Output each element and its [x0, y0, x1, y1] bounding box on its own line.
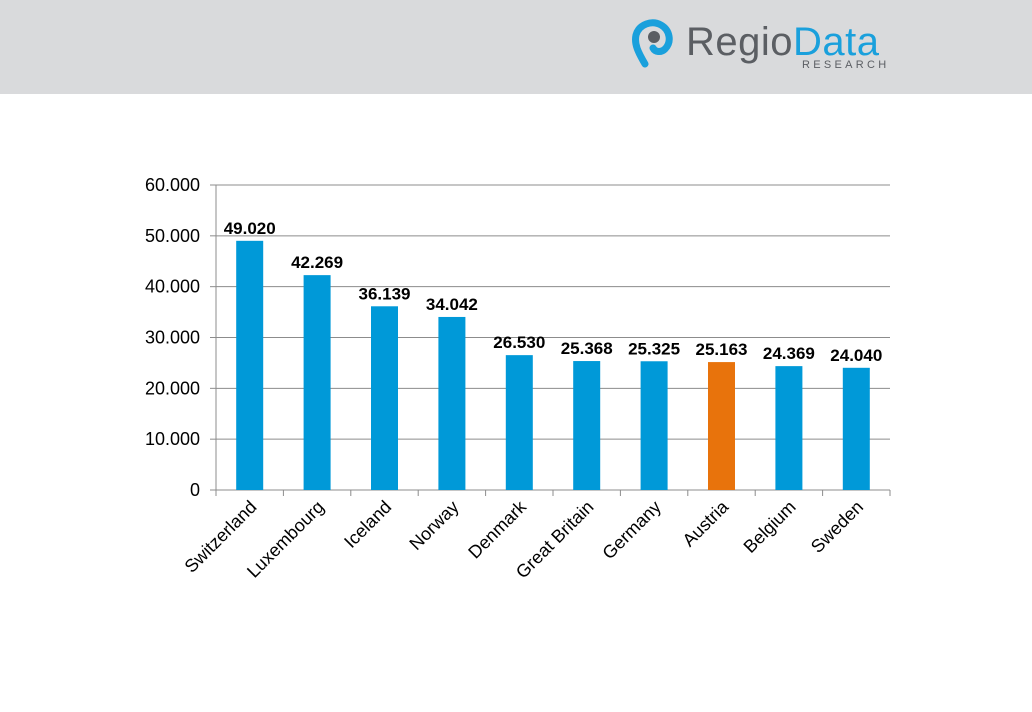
y-tick-label: 10.000: [145, 429, 200, 449]
y-tick-label: 20.000: [145, 378, 200, 398]
y-tick-label: 60.000: [145, 175, 200, 195]
bar: [303, 275, 331, 490]
logo-word-data: Data: [793, 20, 880, 64]
bar: [371, 306, 398, 490]
map-pin-icon: [632, 19, 673, 68]
data-label: 25.163: [696, 340, 748, 359]
bar: [640, 361, 668, 490]
data-label: 26.530: [493, 333, 545, 352]
data-label: 36.139: [359, 284, 411, 303]
logo-word-regio: Regio: [686, 20, 794, 64]
header-band: RegioData RESEARCH: [0, 0, 1032, 94]
category-label: Belgium: [740, 497, 800, 557]
bar: [775, 366, 803, 490]
y-tick-label: 30.000: [145, 328, 200, 348]
data-label: 24.369: [763, 344, 815, 363]
bar: [573, 361, 601, 490]
bar: [842, 367, 870, 490]
logo-wordmark: RegioData: [686, 20, 880, 64]
category-label: Austria: [679, 496, 733, 550]
data-label: 34.042: [426, 295, 478, 314]
data-label: 42.269: [291, 253, 343, 272]
data-label: 25.325: [628, 339, 680, 358]
data-label: 25.368: [561, 339, 613, 358]
category-label: Iceland: [340, 497, 395, 552]
bar: [505, 355, 533, 490]
bar: [708, 362, 735, 490]
bar: [438, 316, 466, 490]
bar: [236, 240, 264, 490]
category-label: Norway: [405, 497, 462, 554]
y-tick-label: 40.000: [145, 277, 200, 297]
y-tick-label: 50.000: [145, 226, 200, 246]
category-label: Denmark: [464, 496, 530, 562]
logo-tagline: RESEARCH: [802, 59, 890, 71]
category-label: Sweden: [807, 497, 867, 557]
y-tick-label: 0: [190, 480, 200, 500]
regiodata-logo: RegioData RESEARCH: [632, 16, 902, 76]
data-label: 49.020: [224, 219, 276, 238]
category-label: Germany: [598, 497, 664, 563]
data-label: 24.040: [830, 346, 882, 365]
